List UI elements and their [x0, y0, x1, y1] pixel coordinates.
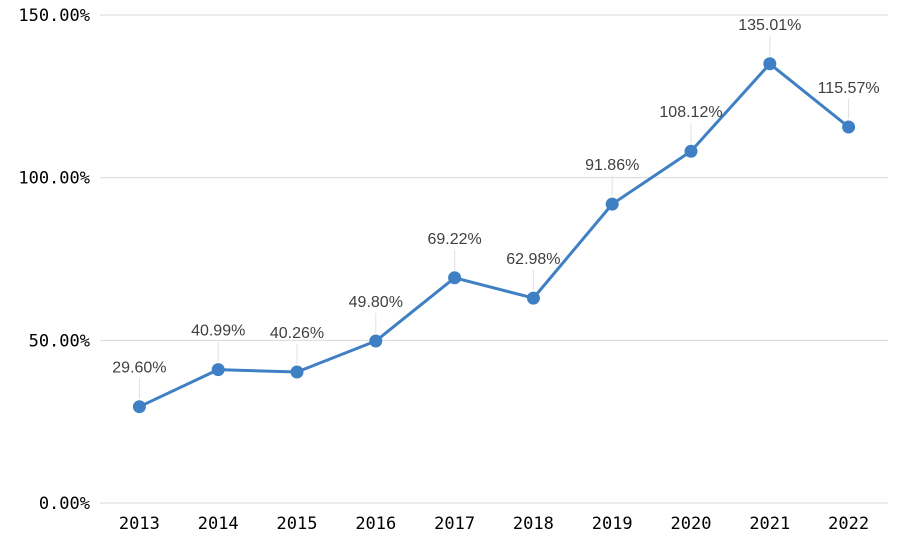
y-tick-label: 0.00% [39, 494, 90, 514]
data-point [684, 144, 698, 158]
y-tick-label: 150.00% [18, 6, 90, 26]
data-point [763, 57, 777, 71]
data-label: 40.99% [191, 323, 245, 340]
data-point-markers [132, 57, 856, 414]
x-tick-label: 2018 [513, 514, 554, 534]
y-axis: 0.00% 50.00% 100.00% 150.00% [18, 6, 90, 514]
data-point [132, 400, 146, 414]
data-point [605, 197, 619, 211]
x-tick-label: 2015 [277, 514, 318, 534]
series-line [137, 62, 851, 409]
x-tick-label: 2017 [434, 514, 475, 534]
x-tick-label: 2016 [355, 514, 396, 534]
x-tick-label: 2022 [828, 514, 869, 534]
grid-lines [100, 14, 888, 504]
data-point [526, 291, 540, 305]
data-label: 135.01% [738, 17, 801, 34]
x-tick-label: 2021 [749, 514, 790, 534]
data-label: 91.86% [585, 157, 639, 174]
data-point [290, 365, 304, 379]
x-tick-label: 2019 [592, 514, 633, 534]
y-tick-label: 50.00% [29, 331, 90, 351]
data-label: 49.80% [349, 294, 403, 311]
x-tick-label: 2014 [198, 514, 239, 534]
data-label: 40.26% [270, 325, 324, 342]
x-tick-label: 2020 [671, 514, 712, 534]
data-point [842, 120, 856, 134]
data-label: 29.60% [112, 360, 166, 377]
data-labels: 29.60% 40.99% 40.26% 49.80% 69.22% 62.98% 91.8… [112, 17, 879, 377]
y-tick-label: 100.00% [18, 169, 90, 189]
data-point [211, 363, 225, 377]
x-axis: 2013 2014 2015 2016 2017 2018 2019 2020 2021 2022 [119, 514, 869, 534]
data-point [448, 271, 462, 285]
data-label-leader-lines [138, 35, 850, 399]
series-line-group [137, 62, 851, 409]
x-tick-label: 2013 [119, 514, 160, 534]
data-point [369, 334, 383, 348]
data-label: 115.57% [818, 80, 880, 97]
data-label: 108.12% [659, 104, 722, 121]
data-label: 62.98% [506, 251, 560, 268]
data-label: 69.22% [427, 231, 481, 248]
